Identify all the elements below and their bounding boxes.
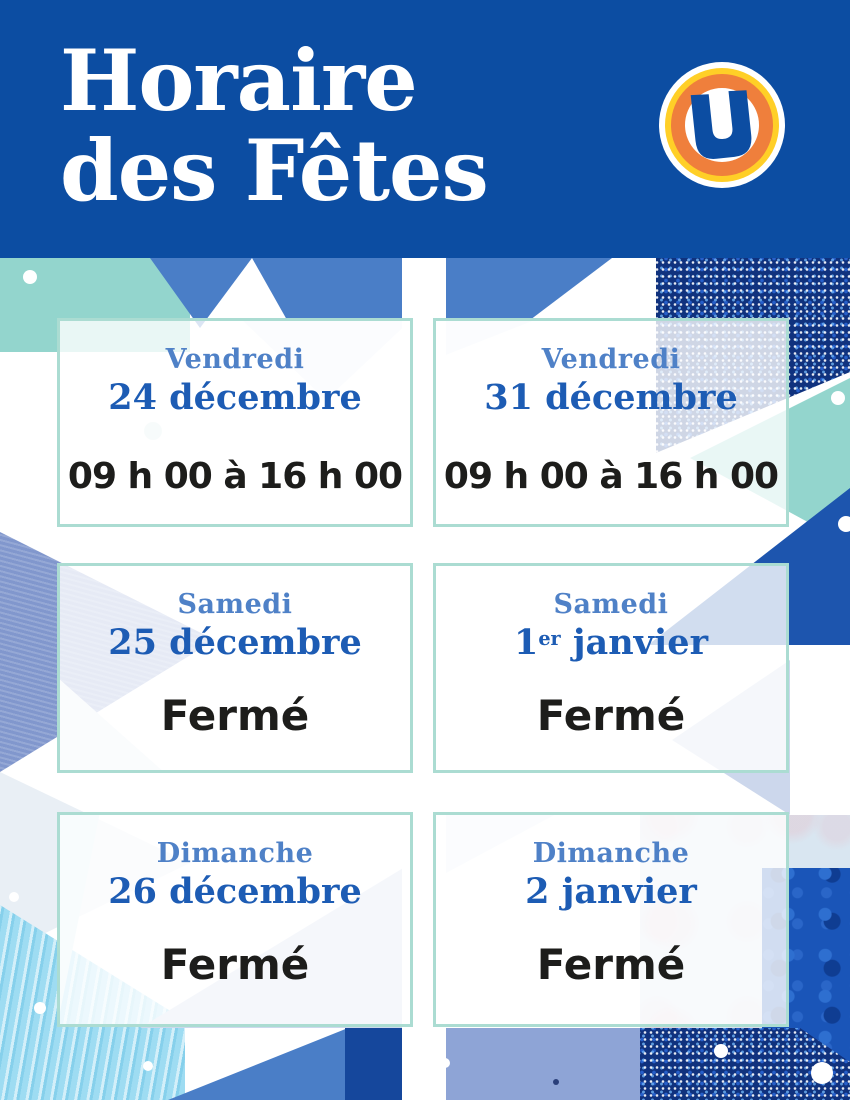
card-day: Samedi: [177, 589, 293, 620]
snow-dot: [34, 1002, 46, 1014]
card-day: Vendredi: [165, 344, 305, 375]
card-day: Vendredi: [541, 344, 681, 375]
snow-dot: [9, 892, 19, 902]
snow-dot: [23, 270, 37, 284]
snow-dot: [838, 516, 850, 532]
schedule-card-1-jan: Samedi 1er janvier Fermé: [433, 563, 789, 773]
card-date: 31 décembre: [436, 377, 786, 424]
schedule-card-31-dec: Vendredi 31 décembre 09 h 00 à 16 h 00: [433, 318, 789, 527]
schedule-card-25-dec: Samedi 25 décembre Fermé: [57, 563, 413, 773]
card-day: Samedi: [553, 589, 669, 620]
card-hours: Fermé: [536, 691, 686, 740]
card-date-tail: janvier: [560, 622, 709, 663]
title-line-2: des Fêtes: [60, 121, 489, 220]
snow-dot: [714, 1044, 728, 1058]
poster-header: Horaire des Fêtes: [0, 0, 850, 258]
card-date: 25 décembre: [60, 622, 410, 669]
card-hours: Fermé: [160, 940, 310, 989]
schedule-card-26-dec: Dimanche 26 décembre Fermé: [57, 812, 413, 1027]
brand-logo: [658, 61, 786, 189]
card-hours: Fermé: [160, 691, 310, 740]
dark-speck: [553, 1079, 559, 1085]
card-date-main: 24 décembre: [108, 377, 362, 418]
schedule-card-2-jan: Dimanche 2 janvier Fermé: [433, 812, 789, 1027]
card-hours: 09 h 00 à 16 h 00: [443, 456, 779, 497]
card-date: 24 décembre: [60, 377, 410, 424]
card-date-main: 1: [513, 622, 539, 663]
card-date: 1er janvier: [436, 622, 786, 669]
card-hours: 09 h 00 à 16 h 00: [67, 456, 403, 497]
snow-dot: [811, 1062, 833, 1084]
card-date-main: 26 décembre: [108, 871, 362, 912]
snow-dot: [10, 367, 22, 379]
card-date-main: 2 janvier: [525, 871, 697, 912]
card-date-sup: er: [538, 627, 561, 651]
poster-title: Horaire des Fêtes: [60, 31, 489, 220]
card-day: Dimanche: [156, 838, 314, 869]
title-line-1: Horaire: [60, 31, 418, 130]
card-day: Dimanche: [532, 838, 690, 869]
snow-dot: [831, 391, 845, 405]
u-logo-icon: [659, 62, 785, 188]
card-date: 26 décembre: [60, 871, 410, 918]
schedule-card-24-dec: Vendredi 24 décembre 09 h 00 à 16 h 00: [57, 318, 413, 527]
snow-dot: [143, 1061, 153, 1071]
card-date: 2 janvier: [436, 871, 786, 918]
card-hours: Fermé: [536, 940, 686, 989]
card-date-main: 31 décembre: [484, 377, 738, 418]
card-date-main: 25 décembre: [108, 622, 362, 663]
